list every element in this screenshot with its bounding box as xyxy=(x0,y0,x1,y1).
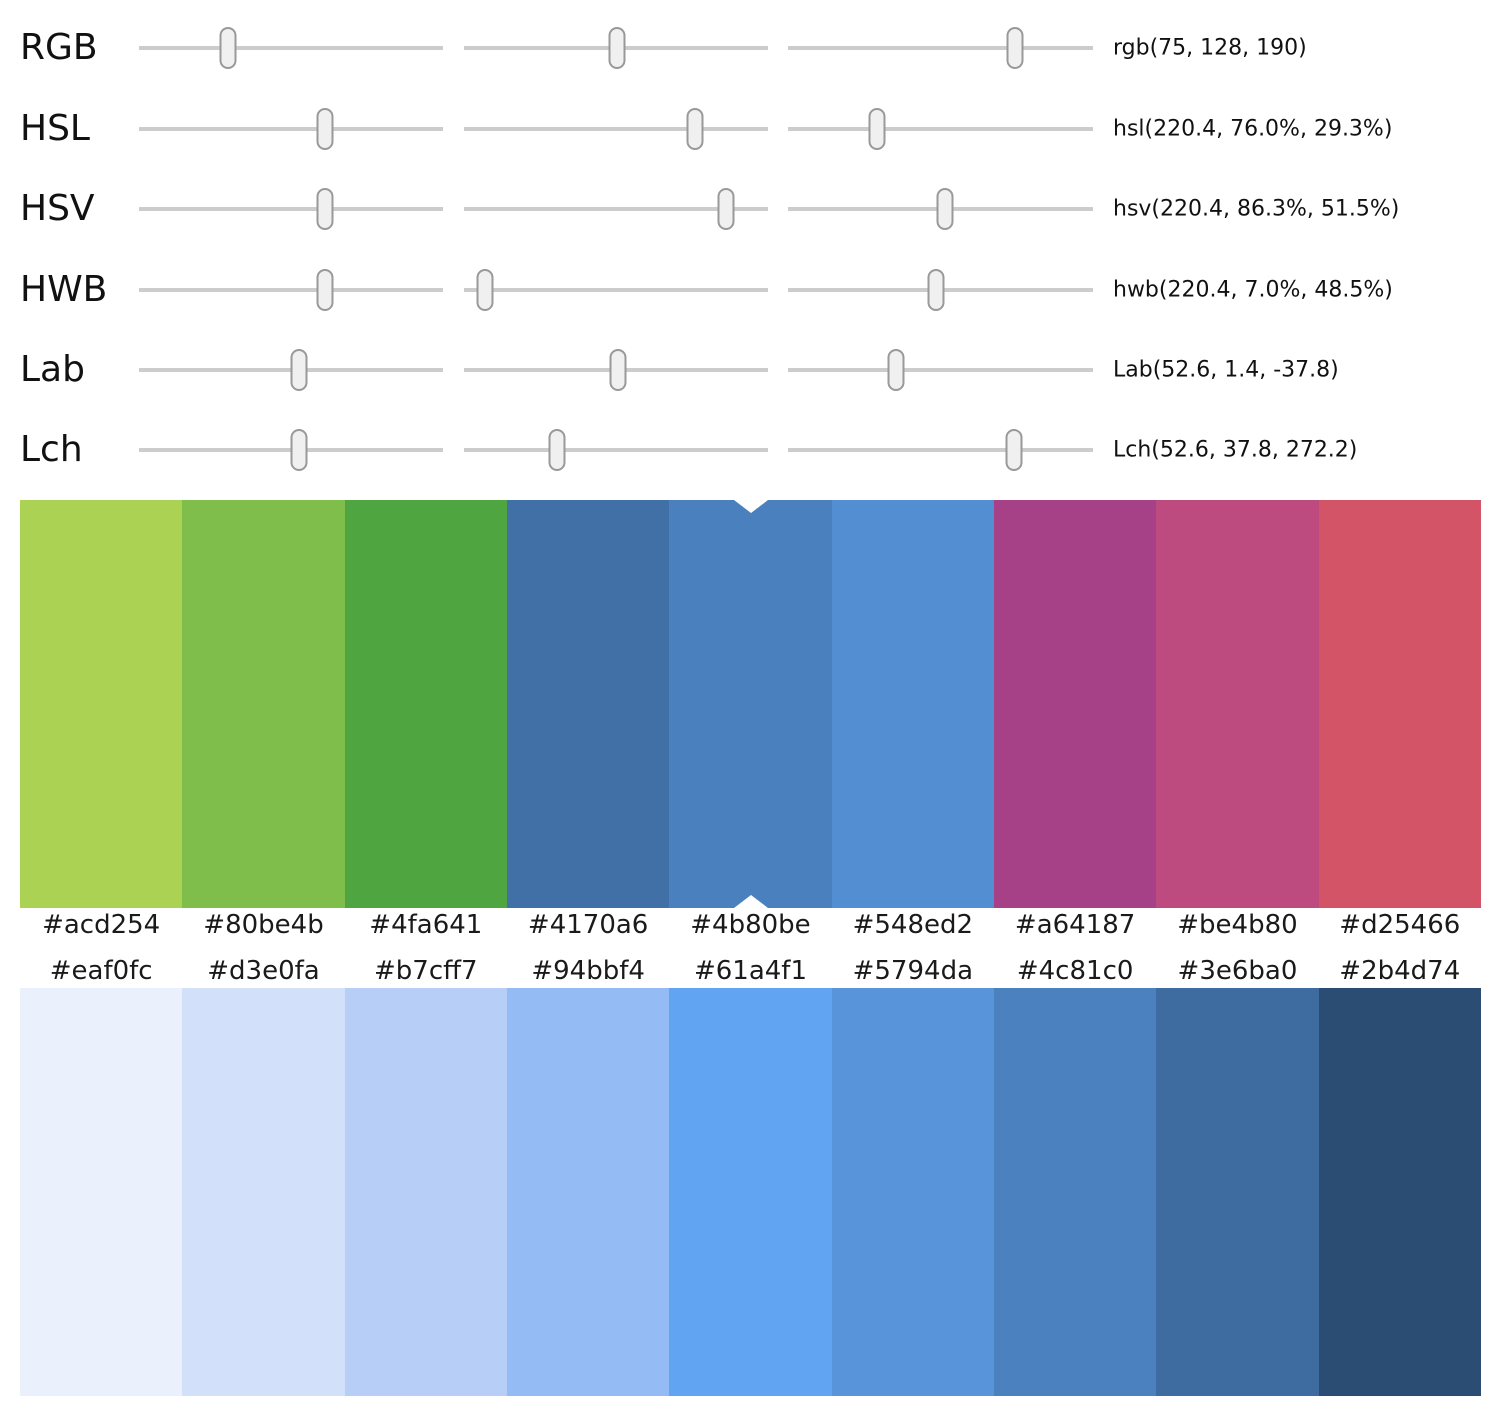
swatch[interactable] xyxy=(1318,988,1481,1396)
slider-knob-rgb-g[interactable] xyxy=(608,27,626,69)
selected-swatch-marker-top xyxy=(733,500,768,513)
slider-knob-lab-a[interactable] xyxy=(609,349,627,391)
slider-row-hsl: HSL hsl(220.4, 76.0%, 29.3%) xyxy=(0,89,1501,169)
slider-row-value: Lab(52.6, 1.4, -37.8) xyxy=(1113,357,1339,383)
slider-knob-hsv-s[interactable] xyxy=(717,188,735,230)
swatch[interactable] xyxy=(1156,988,1319,1396)
swatch[interactable] xyxy=(831,500,994,908)
slider-row-label: HSL xyxy=(20,108,90,149)
slider-track-rgb-g[interactable] xyxy=(464,27,768,69)
slider-row-label: Lab xyxy=(20,349,85,390)
hex-label: #4c81c0 xyxy=(1016,956,1134,986)
swatch[interactable] xyxy=(344,500,507,908)
hex-label: #61a4f1 xyxy=(693,956,807,986)
hex-label: #acd254 xyxy=(42,910,161,940)
slider-track-hwb-w[interactable] xyxy=(464,269,768,311)
slider-track-hwb-b[interactable] xyxy=(788,269,1093,311)
slider-track-lab-a[interactable] xyxy=(464,349,768,391)
slider-row-value: hsl(220.4, 76.0%, 29.3%) xyxy=(1113,116,1393,142)
slider-track-lch-l[interactable] xyxy=(139,429,443,471)
slider-knob-hsv-h[interactable] xyxy=(316,188,334,230)
slider-track-hsv-s[interactable] xyxy=(464,188,768,230)
hex-label: #4fa641 xyxy=(369,910,483,940)
swatch[interactable] xyxy=(506,500,670,908)
slider-track-lab-l[interactable] xyxy=(139,349,443,391)
hex-label: #d3e0fa xyxy=(207,956,320,986)
hex-label: #80be4b xyxy=(203,910,324,940)
swatch[interactable] xyxy=(669,988,832,1396)
slider-track-rgb-r[interactable] xyxy=(139,27,443,69)
slider-knob-hsl-l[interactable] xyxy=(868,108,886,150)
hex-label: #eaf0fc xyxy=(49,956,153,986)
hex-label: #4170a6 xyxy=(527,910,649,940)
slider-row-lab: Lab Lab(52.6, 1.4, -37.8) xyxy=(0,330,1501,410)
hex-label: #3e6ba0 xyxy=(1177,956,1298,986)
slider-knob-hwb-h[interactable] xyxy=(316,269,334,311)
hex-label: #4b80be xyxy=(690,910,811,940)
swatch[interactable] xyxy=(20,500,183,908)
slider-row-lch: Lch Lch(52.6, 37.8, 272.2) xyxy=(0,410,1501,490)
slider-row-label: RGB xyxy=(20,27,98,68)
swatch[interactable] xyxy=(182,988,345,1396)
slider-knob-lch-l[interactable] xyxy=(290,429,308,471)
swatch[interactable] xyxy=(993,988,1157,1396)
hex-label: #d25466 xyxy=(1339,910,1461,940)
slider-knob-hwb-b[interactable] xyxy=(927,269,945,311)
hex-label: #a64187 xyxy=(1014,910,1136,940)
hex-label: #94bbf4 xyxy=(531,956,645,986)
slider-row-hsv: HSV hsv(220.4, 86.3%, 51.5%) xyxy=(0,169,1501,249)
swatch[interactable] xyxy=(1318,500,1481,908)
slider-row-value: rgb(75, 128, 190) xyxy=(1113,35,1307,61)
selected-swatch-marker-bottom xyxy=(733,895,768,908)
swatch[interactable] xyxy=(506,988,670,1396)
slider-knob-lab-b[interactable] xyxy=(887,349,905,391)
slider-knob-lch-h[interactable] xyxy=(1005,429,1023,471)
slider-knob-lch-c[interactable] xyxy=(548,429,566,471)
palette-bottom xyxy=(20,988,1481,1396)
slider-knob-lab-l[interactable] xyxy=(290,349,308,391)
slider-track-lch-c[interactable] xyxy=(464,429,768,471)
hex-label: #5794da xyxy=(852,956,973,986)
swatch-selected[interactable] xyxy=(669,500,832,908)
slider-row-label: HWB xyxy=(20,269,108,310)
slider-knob-rgb-r[interactable] xyxy=(219,27,237,69)
swatch[interactable] xyxy=(1156,500,1319,908)
slider-row-hwb: HWB hwb(220.4, 7.0%, 48.5%) xyxy=(0,250,1501,330)
slider-row-value: hwb(220.4, 7.0%, 48.5%) xyxy=(1113,277,1393,303)
slider-knob-hsl-s[interactable] xyxy=(686,108,704,150)
slider-track-lch-h[interactable] xyxy=(788,429,1093,471)
swatch[interactable] xyxy=(344,988,507,1396)
slider-track-hsl-s[interactable] xyxy=(464,108,768,150)
hex-label: #be4b80 xyxy=(1177,910,1298,940)
slider-track-lab-b[interactable] xyxy=(788,349,1093,391)
hex-label: #548ed2 xyxy=(852,910,974,940)
hex-labels-bottom: #eaf0fc #d3e0fa #b7cff7 #94bbf4 #61a4f1 … xyxy=(20,954,1481,988)
slider-track-hwb-h[interactable] xyxy=(139,269,443,311)
swatch[interactable] xyxy=(20,988,183,1396)
slider-row-value: Lch(52.6, 37.8, 272.2) xyxy=(1113,437,1358,463)
slider-track-rgb-b[interactable] xyxy=(788,27,1093,69)
slider-row-rgb: RGB rgb(75, 128, 190) xyxy=(0,8,1501,88)
slider-knob-hsl-h[interactable] xyxy=(316,108,334,150)
hex-label: #2b4d74 xyxy=(1339,956,1461,986)
slider-track-hsl-h[interactable] xyxy=(139,108,443,150)
swatch[interactable] xyxy=(182,500,345,908)
slider-knob-rgb-b[interactable] xyxy=(1006,27,1024,69)
slider-knob-hwb-w[interactable] xyxy=(476,269,494,311)
hex-label: #b7cff7 xyxy=(374,956,478,986)
slider-row-value: hsv(220.4, 86.3%, 51.5%) xyxy=(1113,196,1400,222)
slider-track-hsv-v[interactable] xyxy=(788,188,1093,230)
slider-track-hsv-h[interactable] xyxy=(139,188,443,230)
hex-labels-top: #acd254 #80be4b #4fa641 #4170a6 #4b80be … xyxy=(20,908,1481,942)
slider-knob-hsv-v[interactable] xyxy=(936,188,954,230)
palette-top xyxy=(20,500,1481,908)
slider-row-label: Lch xyxy=(20,429,83,470)
swatch[interactable] xyxy=(831,988,994,1396)
swatch[interactable] xyxy=(993,500,1157,908)
slider-track-hsl-l[interactable] xyxy=(788,108,1093,150)
slider-row-label: HSV xyxy=(20,188,95,229)
